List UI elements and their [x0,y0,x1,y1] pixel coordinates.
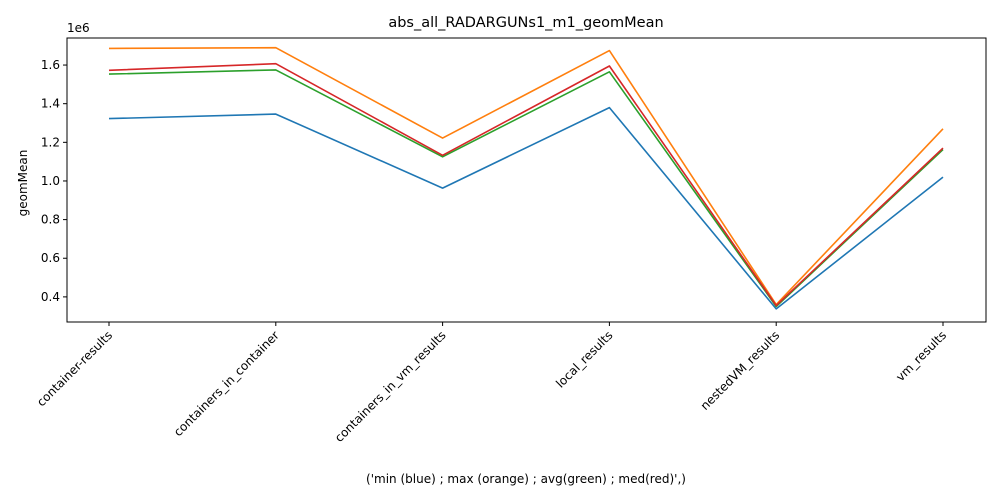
y-offset-label: 1e6 [67,21,90,35]
x-tick-label: local_results [553,328,615,390]
x-tick-label: containers_in_container [171,328,282,439]
y-tick-label: 0.8 [41,213,60,227]
chart-title: abs_all_RADARGUNs1_m1_geomMean [388,15,663,31]
series-line-0 [108,106,944,310]
series-line-1 [108,46,944,306]
y-tick-label: 1.4 [41,97,60,111]
x-axis-label: ('min (blue) ; max (orange) ; avg(green)… [366,472,686,486]
y-axis-label: geomMean [16,150,30,217]
plot-frame [66,37,987,323]
series-line-2 [108,69,944,308]
x-tick-label: containers_in_vm_results [332,328,449,445]
y-tick-label: 0.4 [41,290,60,304]
x-axis-ticks: container-results containers_in_container… [34,322,949,445]
y-axis-ticks: 0.4 0.6 0.8 1.0 1.2 1.4 1.6 [41,58,67,304]
x-tick-label: container-results [34,328,115,409]
y-tick-label: 1.6 [41,58,60,72]
x-tick-label: vm_results [893,328,949,384]
y-tick-label: 1.2 [41,135,60,149]
y-tick-label: 0.6 [41,251,60,265]
series-lines [108,46,944,310]
y-tick-label: 1.0 [41,174,60,188]
x-tick-label: nestedVM_results [698,328,783,413]
series-line-3 [108,62,944,307]
